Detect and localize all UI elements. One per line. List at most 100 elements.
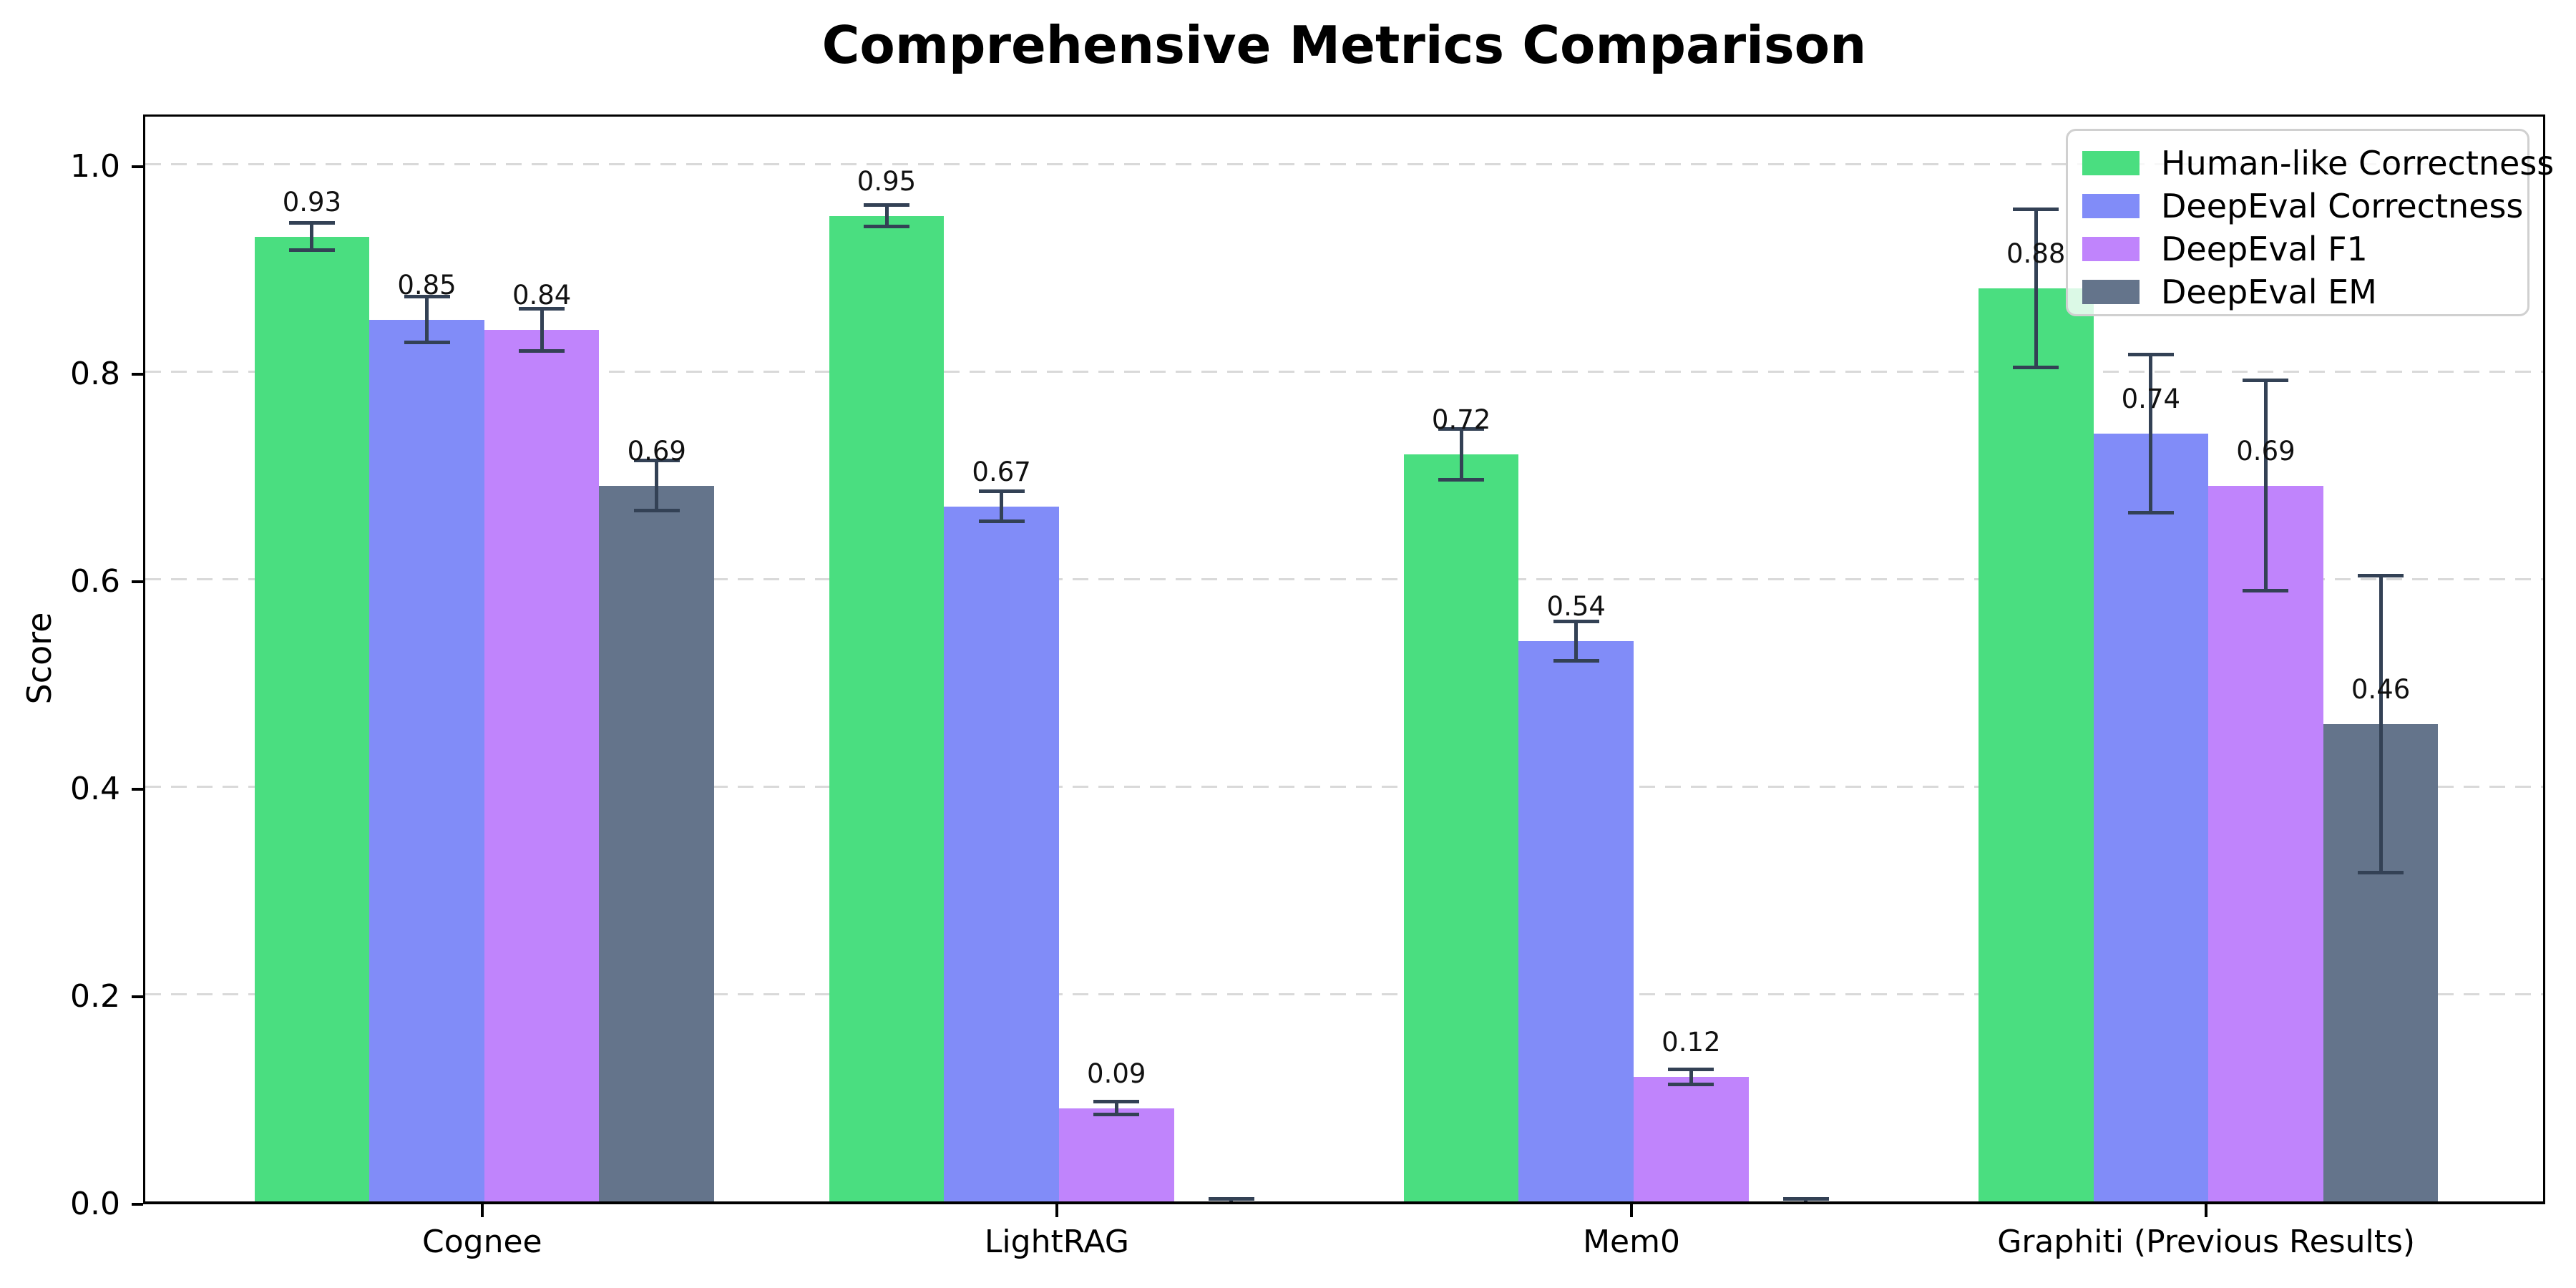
- error-bar-line: [425, 294, 429, 345]
- legend-swatch-human-like-correctness: [2082, 150, 2140, 175]
- error-bar-line: [884, 203, 889, 228]
- bar-value-label-deepeval-f1-mem0: 0.12: [1662, 1027, 1721, 1058]
- error-bar-deepeval-correctness-graphiti-previous-results: [2127, 352, 2174, 515]
- error-bar-deepeval-f1-mem0: [1668, 1067, 1714, 1087]
- error-bar-line: [1689, 1067, 1693, 1087]
- x-tick-mem0: [1630, 1204, 1634, 1217]
- error-bar-cap-bottom: [1553, 659, 1599, 663]
- bar-value-label-deepeval-correctness-cognee: 0.85: [397, 269, 457, 301]
- error-bar-deepeval-em-cognee: [633, 458, 680, 513]
- legend: Human-like Correctness DeepEval Correctne…: [2066, 129, 2554, 316]
- error-bar-line: [1574, 619, 1579, 663]
- legend-swatch-deepeval-f1: [2082, 236, 2140, 261]
- y-tick-label-0.6: 0.6: [70, 563, 120, 600]
- y-axis-label: Score: [20, 612, 59, 705]
- x-tick-lightrag: [1055, 1204, 1058, 1217]
- legend-label-human-like-correctness: Human-like Correctness: [2161, 143, 2555, 182]
- y-tick-0.4: [132, 788, 143, 791]
- error-bar-line: [2263, 379, 2268, 592]
- bar-value-label-deepeval-em-cognee: 0.69: [627, 435, 686, 467]
- error-bar-cap-bottom: [519, 348, 565, 353]
- bar-deepeval-f1-cognee: [484, 330, 600, 1201]
- error-bar-cap-bottom: [864, 224, 909, 228]
- legend-label-deepeval-correctness: DeepEval Correctness: [2161, 186, 2524, 225]
- bar-deepeval-f1-mem0: [1634, 1077, 1749, 1201]
- y-tick-label-0.2: 0.2: [70, 978, 120, 1015]
- y-tick-0.2: [132, 995, 143, 998]
- error-bar-cap-bottom: [1783, 1202, 1829, 1204]
- gridline-0.8: [145, 370, 2543, 373]
- x-tick-label-mem0: Mem0: [1583, 1224, 1680, 1260]
- bar-value-label-human-like-correctness-graphiti-previous-results: 0.88: [2006, 238, 2066, 269]
- error-bar-cap-bottom: [1438, 477, 1485, 482]
- legend-swatch-deepeval-em: [2082, 279, 2140, 304]
- error-bar-cap-bottom: [1668, 1083, 1714, 1087]
- error-bar-line: [540, 307, 544, 353]
- x-tick-graphiti-previous-results: [2205, 1204, 2208, 1217]
- y-tick-label-0.0: 0.0: [70, 1186, 120, 1222]
- bar-value-label-human-like-correctness-cognee: 0.93: [282, 186, 342, 218]
- error-bar-line: [1229, 1197, 1234, 1201]
- bar-value-label-deepeval-correctness-mem0: 0.54: [1546, 591, 1606, 622]
- error-bar-human-like-correctness-lightrag: [864, 203, 909, 228]
- error-bar-deepeval-f1-lightrag: [1093, 1099, 1140, 1117]
- error-bar-deepeval-f1-cognee: [519, 307, 565, 353]
- legend-label-deepeval-f1: DeepEval F1: [2161, 229, 2368, 268]
- x-tick-cognee: [480, 1204, 484, 1217]
- bar-human-like-correctness-graphiti-previous-results: [1978, 288, 2094, 1201]
- error-bar-cap-bottom: [633, 509, 680, 513]
- bar-deepeval-em-cognee: [599, 485, 715, 1201]
- legend-item-deepeval-f1: DeepEval F1: [2082, 228, 2527, 269]
- bar-value-label-human-like-correctness-lightrag: 0.95: [857, 165, 917, 197]
- error-bar-line: [2379, 573, 2383, 875]
- error-bar-deepeval-f1-graphiti-previous-results: [2243, 379, 2289, 592]
- y-tick-1.0: [132, 165, 143, 168]
- bar-value-label-deepeval-correctness-graphiti-previous-results: 0.74: [2121, 384, 2181, 414]
- error-bar-deepeval-correctness-lightrag: [978, 489, 1025, 523]
- error-bar-line: [1804, 1197, 1808, 1201]
- chart-title: Comprehensive Metrics Comparison: [821, 15, 1867, 75]
- bar-value-label-deepeval-f1-cognee: 0.84: [512, 280, 572, 311]
- bar-value-label-deepeval-em-graphiti-previous-results: 0.46: [2351, 674, 2411, 705]
- error-bar-line: [2149, 352, 2153, 515]
- x-tick-label-cognee: Cognee: [422, 1224, 542, 1260]
- bar-deepeval-f1-graphiti-previous-results: [2208, 485, 2323, 1201]
- gridline-0.4: [145, 785, 2543, 788]
- error-bar-human-like-correctness-mem0: [1438, 427, 1485, 482]
- bar-value-label-deepeval-f1-lightrag: 0.09: [1087, 1058, 1146, 1089]
- legend-label-deepeval-em: DeepEval EM: [2161, 272, 2377, 311]
- y-tick-0.0: [132, 1203, 143, 1206]
- error-bar-line: [1459, 427, 1463, 482]
- error-bar-cap-bottom: [2127, 511, 2174, 515]
- bar-value-label-human-like-correctness-mem0: 0.72: [1431, 404, 1491, 435]
- y-tick-label-0.4: 0.4: [70, 771, 120, 807]
- error-bar-deepeval-em-lightrag: [1208, 1197, 1254, 1204]
- legend-item-deepeval-em: DeepEval EM: [2082, 271, 2527, 312]
- bar-human-like-correctness-mem0: [1403, 454, 1519, 1201]
- error-bar-cap-bottom: [1209, 1202, 1254, 1204]
- legend-swatch-deepeval-correctness: [2082, 193, 2140, 218]
- gridline-0.6: [145, 577, 2543, 580]
- bar-value-label-deepeval-f1-graphiti-previous-results: 0.69: [2236, 435, 2296, 467]
- y-tick-label-1.0: 1.0: [70, 148, 120, 185]
- bar-deepeval-f1-lightrag: [1058, 1108, 1174, 1201]
- error-bar-line: [1000, 489, 1004, 523]
- bar-human-like-correctness-cognee: [254, 236, 370, 1201]
- error-bar-human-like-correctness-graphiti-previous-results: [2013, 207, 2059, 370]
- bar-deepeval-correctness-cognee: [369, 319, 484, 1201]
- gridline-1.0: [145, 162, 2543, 165]
- bar-human-like-correctness-lightrag: [829, 215, 945, 1201]
- bar-deepeval-correctness-graphiti-previous-results: [2093, 434, 2209, 1201]
- y-tick-label-0.8: 0.8: [70, 356, 120, 392]
- error-bar-cap-bottom: [404, 341, 450, 345]
- x-tick-label-lightrag: LightRAG: [984, 1224, 1129, 1260]
- legend-item-human-like-correctness: Human-like Correctness: [2082, 142, 2554, 183]
- bar-deepeval-correctness-lightrag: [944, 506, 1059, 1201]
- error-bar-cap-bottom: [288, 248, 335, 253]
- error-bar-deepeval-em-mem0: [1782, 1197, 1829, 1204]
- x-tick-label-graphiti-previous-results: Graphiti (Previous Results): [1997, 1224, 2416, 1260]
- error-bar-deepeval-correctness-mem0: [1553, 619, 1599, 663]
- legend-item-deepeval-correctness: DeepEval Correctness: [2082, 185, 2527, 226]
- error-bar-cap-bottom: [978, 519, 1025, 523]
